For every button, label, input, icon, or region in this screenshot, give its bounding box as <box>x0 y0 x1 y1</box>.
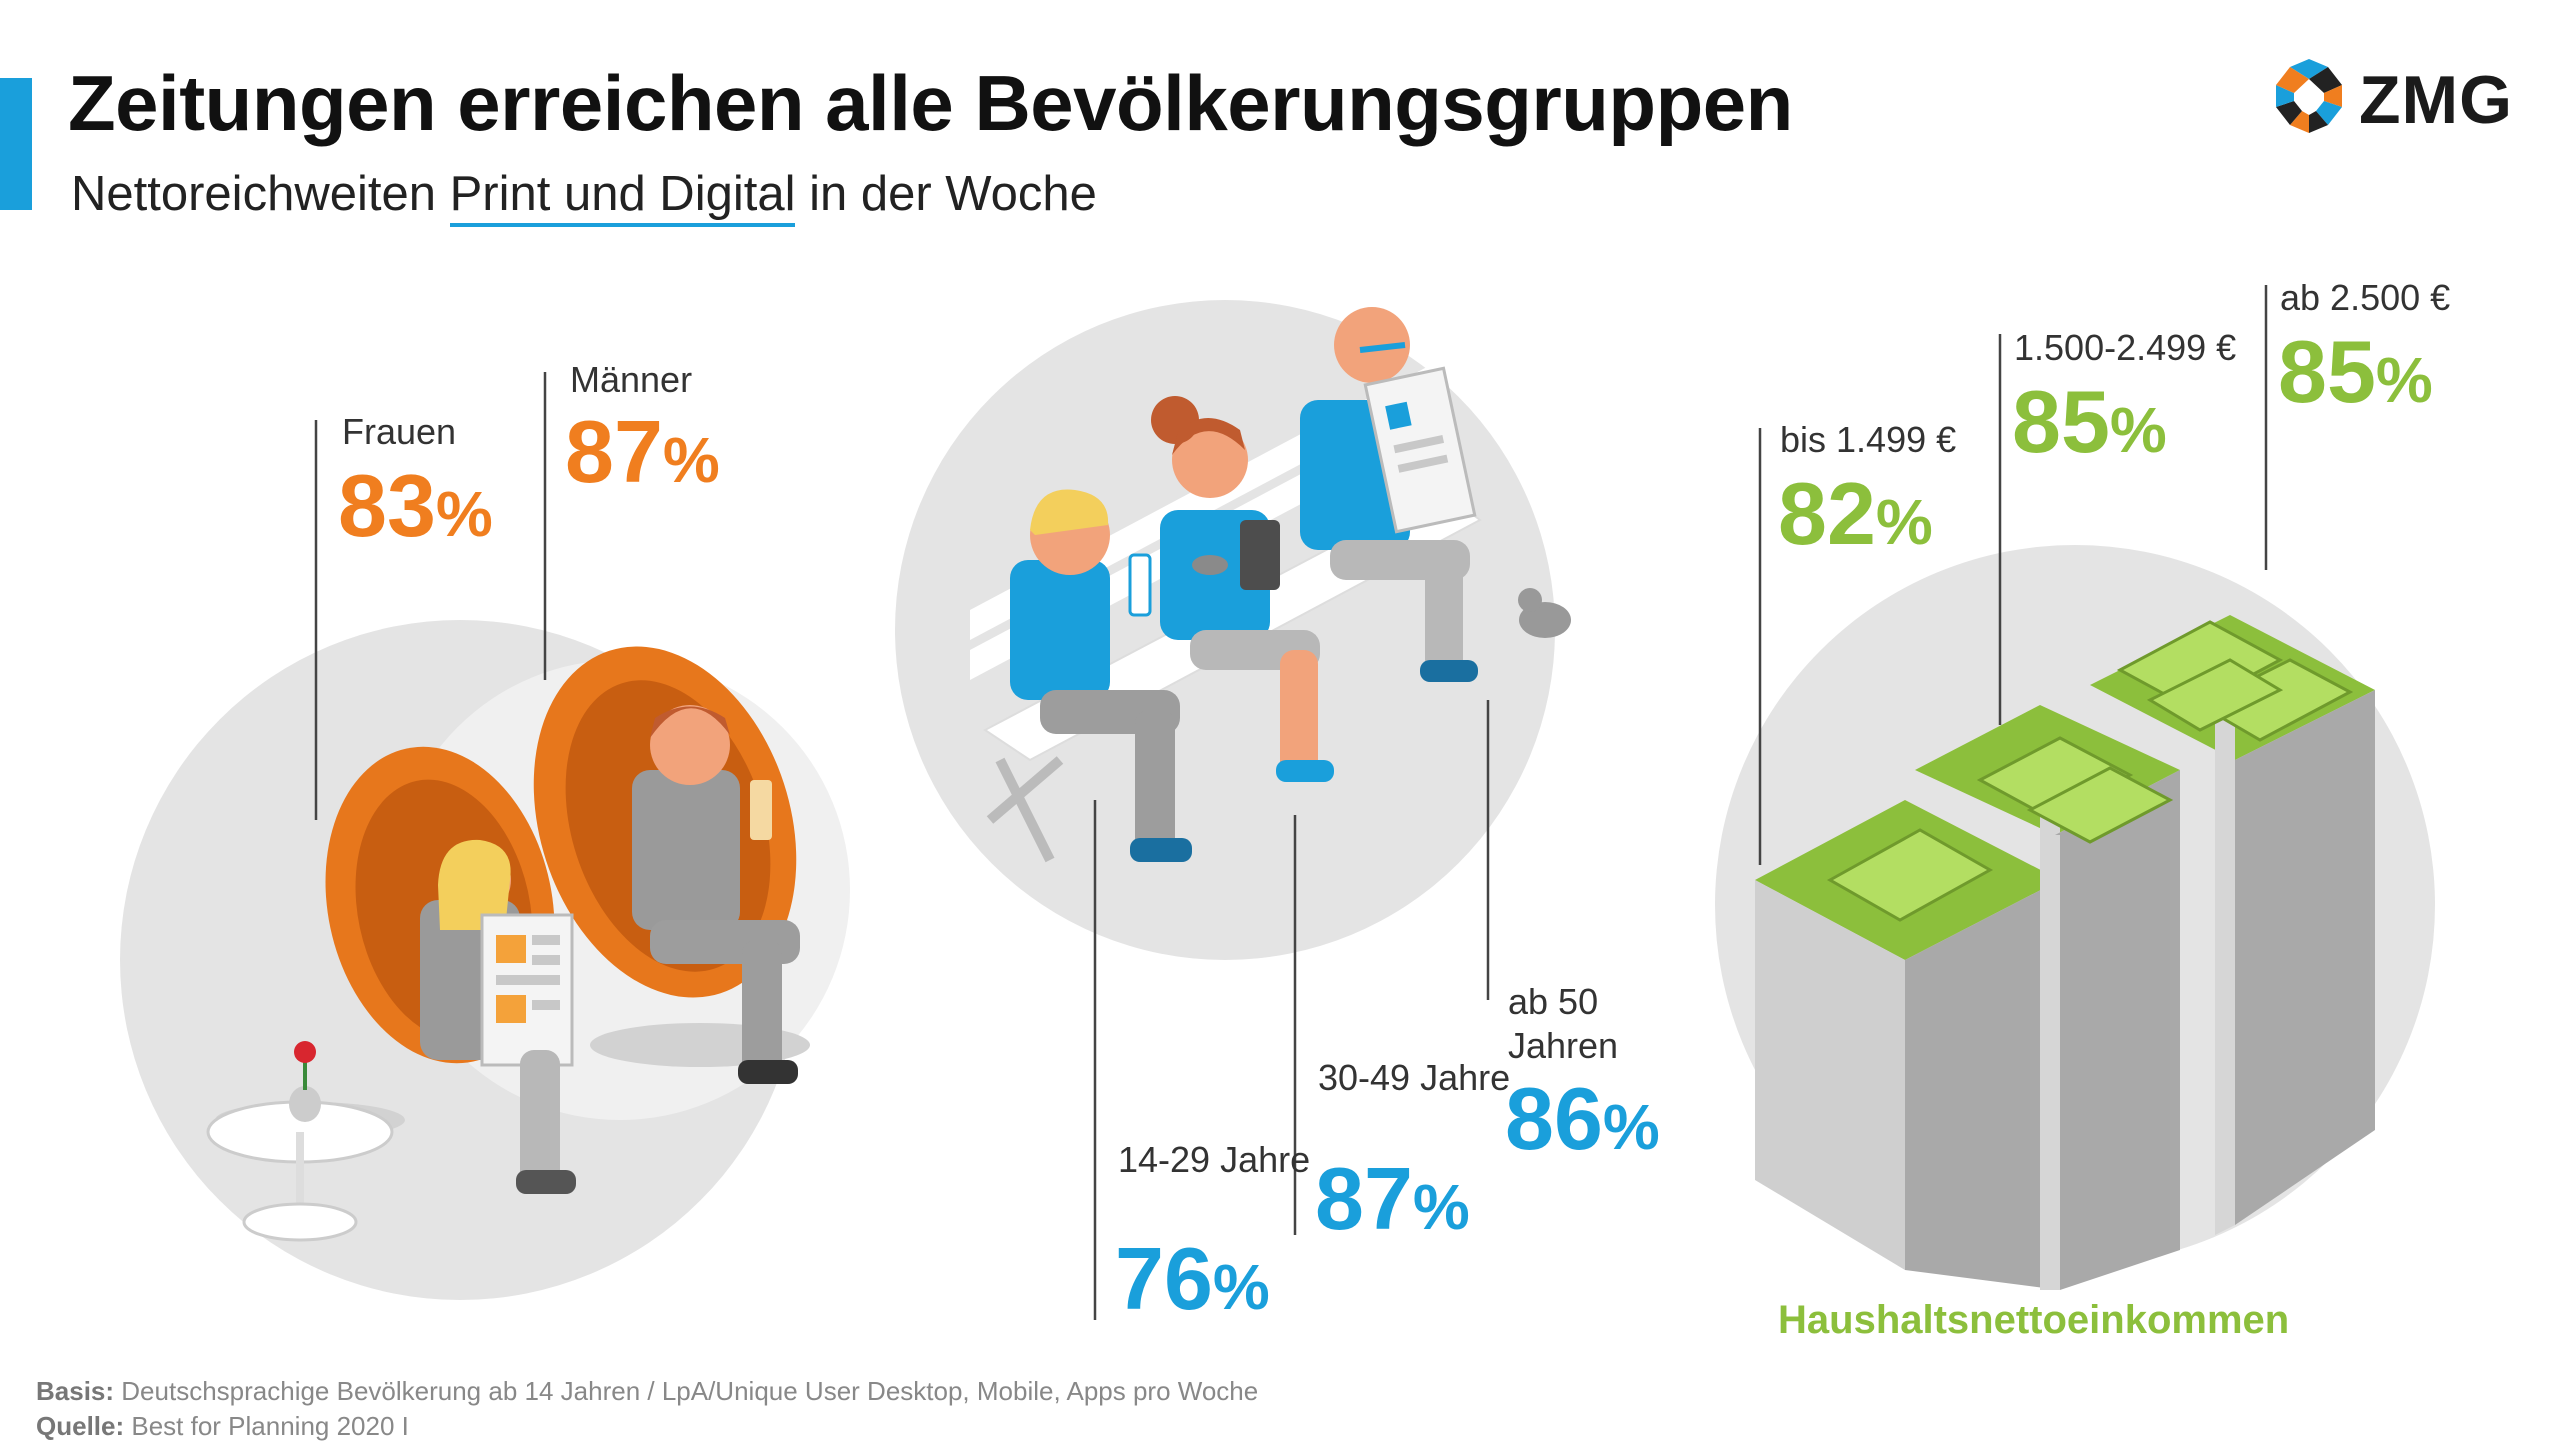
age-label-14-29: 14-29 Jahre <box>1118 1139 1311 1180</box>
age-value-14-29-number: 76 <box>1115 1229 1213 1328</box>
age-scene <box>895 300 1571 960</box>
pct-sign: % <box>1602 1091 1660 1163</box>
subtitle-text-before: Nettoreichweiten <box>71 167 450 221</box>
footer-source: Quelle: Best for Planning 2020 I <box>36 1411 409 1442</box>
gender-value-maenner: 87% <box>565 408 720 496</box>
age-value-ab-50: 86% <box>1505 1075 1660 1163</box>
zmg-logo-text: ZMG <box>2359 62 2514 138</box>
pct-sign: % <box>435 478 493 550</box>
income-scene <box>1715 545 2435 1290</box>
age-label-30-49: 30-49 Jahre <box>1318 1057 1511 1098</box>
pct-sign: % <box>1412 1171 1470 1243</box>
income-label-ab-2500: ab 2.500 € <box>2280 277 2451 318</box>
footer-basis: Basis: Deutschsprachige Bevölkerung ab 1… <box>36 1376 1258 1407</box>
pct-sign: % <box>2375 344 2433 416</box>
income-value-ab-2500: 85% <box>2278 328 2433 416</box>
pct-sign: % <box>662 424 720 496</box>
gender-scene <box>120 620 850 1300</box>
accent-bar <box>0 78 32 210</box>
income-value-ab-2500-number: 85 <box>2278 322 2376 421</box>
subtitle-text-after: in der Woche <box>795 167 1097 221</box>
income-caption: Haushaltsnettoeinkommen <box>1778 1298 2290 1342</box>
income-label-bis-1499: bis 1.499 € <box>1780 419 1957 460</box>
gender-value-frauen: 83% <box>338 462 493 550</box>
page-subtitle: Nettoreichweiten Print und Digital in de… <box>71 166 1097 227</box>
leader-lines <box>314 285 2268 1320</box>
age-value-30-49-number: 87 <box>1315 1149 1413 1248</box>
income-value-1500-2499: 85% <box>2012 378 2167 466</box>
age-label-ab-50: ab 50 Jahren <box>1508 981 1619 1066</box>
income-value-bis-1499: 82% <box>1778 470 1933 558</box>
gender-label-maenner: Männer <box>570 359 693 400</box>
gender-label-frauen: Frauen <box>342 411 457 452</box>
pct-sign: % <box>1212 1251 1270 1323</box>
age-value-14-29: 76% <box>1115 1235 1270 1323</box>
pct-sign: % <box>1875 486 1933 558</box>
income-label-1500-2499: 1.500-2.499 € <box>2014 327 2237 368</box>
footer-basis-text: Deutschsprachige Bevölkerung ab 14 Jahre… <box>114 1376 1259 1406</box>
pct-sign: % <box>2109 394 2167 466</box>
income-value-bis-1499-number: 82 <box>1778 464 1876 563</box>
zmg-logo: ZMG <box>2268 55 2538 138</box>
age-value-30-49: 87% <box>1315 1155 1470 1243</box>
subtitle-highlight: Print und Digital <box>449 167 796 227</box>
footer-basis-label: Basis: <box>36 1376 115 1406</box>
income-value-1500-2499-number: 85 <box>2012 372 2110 471</box>
footer-source-label: Quelle: <box>36 1411 125 1441</box>
zmg-logo-icon <box>2276 59 2342 133</box>
footer-source-text: Best for Planning 2020 I <box>124 1411 409 1441</box>
age-value-ab-50-number: 86 <box>1505 1069 1603 1168</box>
page-title: Zeitungen erreichen alle Bevölkerungsgru… <box>68 59 1793 147</box>
gender-value-frauen-number: 83 <box>338 456 436 555</box>
gender-value-maenner-number: 87 <box>565 402 663 501</box>
